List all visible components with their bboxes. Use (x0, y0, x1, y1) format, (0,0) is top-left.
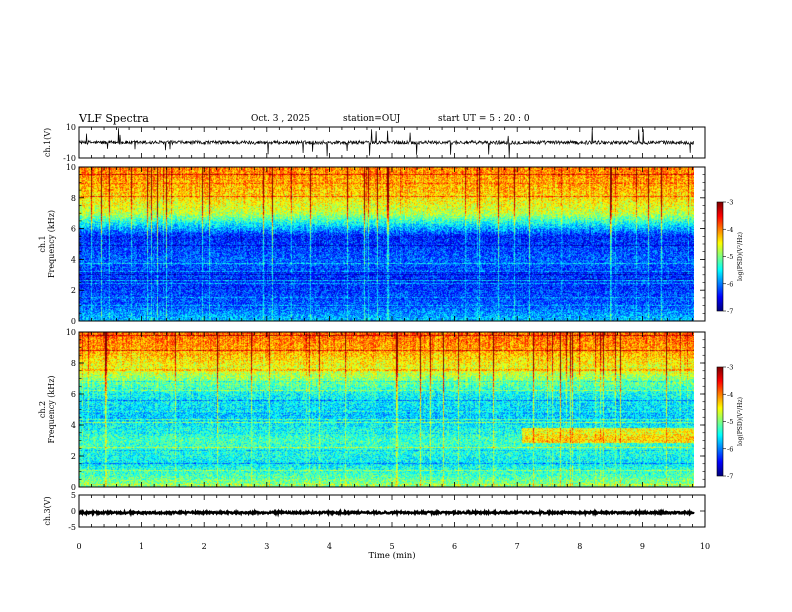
spectrogram-ch2-ytick: 0 (71, 483, 76, 492)
spectrogram-ch1-ytick: 2 (71, 286, 76, 295)
waveform-ch3-ytick: 5 (71, 491, 76, 500)
spectrogram-ch2-colorbar-tick: -6 (727, 445, 733, 453)
spectrogram-ch2-colorbar-tick: -3 (727, 364, 733, 372)
spectrogram-ch2-channel-label: ch.2 (38, 401, 47, 418)
waveform-ch3-line (78, 508, 695, 518)
spectrogram-ch2-ytick: 8 (71, 359, 76, 368)
spectrogram-ch1-colorbar-tick: -3 (727, 199, 733, 207)
waveform-ch1-line (78, 128, 695, 158)
spectrogram-ch2-ytick: 4 (71, 421, 76, 430)
header-date: Oct. 3 , 2025 (251, 114, 310, 124)
x-tick-label: 2 (202, 542, 207, 551)
spectrogram-ch1-channel-label: ch.1 (38, 235, 47, 252)
waveform-ch1-ylabel: ch.1(V) (43, 128, 52, 157)
spectrogram-ch2-ytick: 2 (71, 452, 76, 461)
x-tick-label: 9 (640, 542, 645, 551)
spectrogram-ch2-colorbar (717, 367, 723, 476)
figure-title: VLF Spectra (79, 112, 149, 125)
spectrogram-ch2-colorbar-tick: -5 (727, 418, 733, 426)
waveform-ch3-ytick: 0 (71, 507, 76, 516)
header-station: station=OUJ (343, 114, 401, 124)
spectrogram-ch1-image (79, 167, 694, 321)
waveform-ch1-ytick: 10 (66, 123, 76, 132)
spectrogram-ch2-image (79, 332, 694, 487)
waveform-ch3-ytick: -5 (68, 523, 76, 532)
x-tick-label: 1 (139, 542, 144, 551)
x-tick-label: 0 (76, 542, 81, 551)
waveform-ch3-ylabel: ch.3(V) (43, 496, 52, 525)
spectrogram-ch2-ytick: 10 (66, 328, 76, 337)
x-tick-label: 10 (700, 542, 710, 551)
x-tick-label: 6 (452, 542, 457, 551)
spectrogram-ch1-colorbar-tick: -4 (727, 226, 733, 234)
waveform-ch1-ytick: -10 (63, 154, 76, 163)
spectrogram-ch2-colorbar-tick: -7 (727, 473, 733, 481)
x-tick-label: 8 (577, 542, 582, 551)
spectrogram-ch1-ylabel: Frequency (kHz) (47, 210, 56, 278)
spectrogram-ch1-ytick: 8 (71, 194, 76, 203)
x-axis-label: Time (min) (368, 550, 415, 561)
spectrogram-ch1-colorbar-tick: -5 (727, 253, 733, 261)
spectrogram-ch2-colorbar-tick: -4 (727, 391, 733, 399)
spectrogram-ch1-colorbar (717, 202, 723, 311)
x-tick-label: 7 (515, 542, 520, 551)
spectrogram-ch1-colorbar-label: log(PSD)(V²/Hz) (737, 232, 744, 281)
header-start: start UT = 5 : 20 : 0 (438, 114, 530, 124)
spectrogram-ch1-ytick: 10 (66, 163, 76, 172)
spectrogram-ch2-ytick: 6 (71, 390, 76, 399)
x-tick-label: 5 (389, 542, 394, 551)
spectrogram-ch1-ytick: 0 (71, 317, 76, 326)
x-tick-label: 3 (264, 542, 269, 551)
x-tick-label: 4 (327, 542, 332, 551)
spectrogram-ch1-ytick: 6 (71, 225, 76, 234)
spectrogram-ch1-colorbar-tick: -7 (727, 308, 733, 316)
spectrogram-ch1-ytick: 4 (71, 255, 76, 264)
spectrogram-ch2-colorbar-label: log(PSD)(V²/Hz) (737, 397, 744, 446)
spectrogram-ch2-ylabel: Frequency (kHz) (47, 375, 56, 443)
spectrogram-ch1-colorbar-tick: -6 (727, 280, 733, 288)
